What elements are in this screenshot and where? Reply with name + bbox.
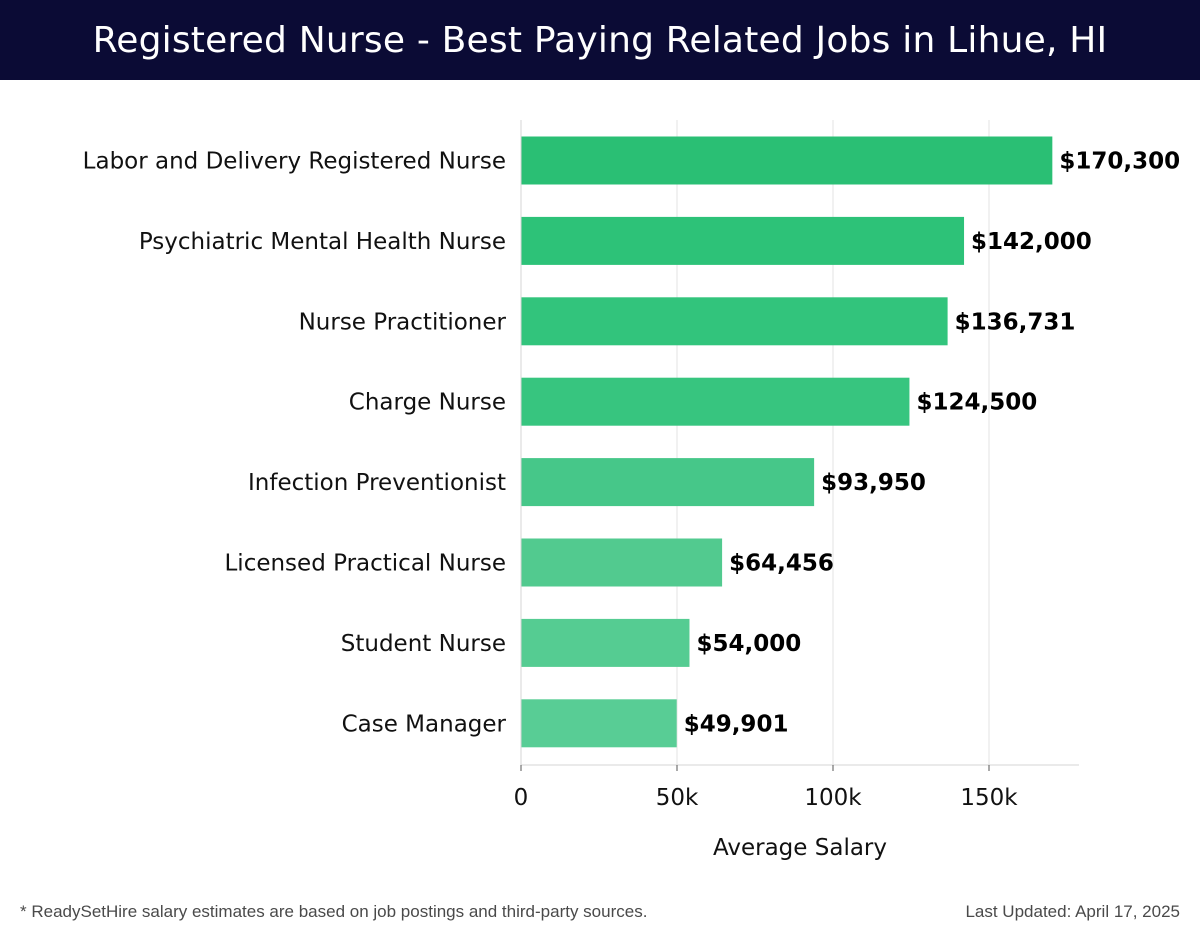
bar-6 (521, 538, 723, 587)
footer-disclaimer: * ReadySetHire salary estimates are base… (20, 902, 648, 921)
value-label-8: $49,901 (684, 711, 789, 737)
value-label-1: $170,300 (1059, 149, 1180, 175)
bar-3 (521, 297, 948, 346)
value-label-6: $64,456 (729, 551, 834, 577)
category-label-6: Licensed Practical Nurse (224, 551, 506, 577)
value-label-4: $124,500 (916, 390, 1037, 416)
category-label-2: Psychiatric Mental Health Nurse (139, 229, 506, 255)
x-tick-label-0: 0 (514, 785, 529, 811)
category-label-4: Charge Nurse (349, 390, 506, 416)
category-label-7: Student Nurse (341, 631, 506, 657)
value-label-3: $136,731 (955, 309, 1076, 335)
x-tick-label-1: 50k (656, 785, 699, 811)
x-tick-label-3: 150k (960, 785, 1018, 811)
salary-bar-chart: Labor and Delivery Registered Nurse $170,… (83, 120, 1180, 861)
value-label-2: $142,000 (971, 229, 1092, 255)
bar-8 (521, 699, 677, 748)
bar-4 (521, 377, 910, 426)
category-label-1: Labor and Delivery Registered Nurse (83, 149, 506, 175)
footer-last-updated: Last Updated: April 17, 2025 (965, 902, 1180, 921)
category-label-8: Case Manager (342, 711, 507, 737)
category-label-5: Infection Preventionist (248, 470, 506, 496)
bar-1 (521, 136, 1053, 185)
value-label-5: $93,950 (821, 470, 926, 496)
header-bar: Registered Nurse - Best Paying Related J… (0, 0, 1200, 80)
bar-5 (521, 458, 815, 507)
bar-7 (521, 618, 690, 667)
page-title: Registered Nurse - Best Paying Related J… (92, 19, 1108, 61)
x-axis-title: Average Salary (713, 835, 887, 861)
bar-2 (521, 216, 965, 265)
value-label-7: $54,000 (696, 631, 801, 657)
x-tick-label-2: 100k (804, 785, 862, 811)
category-label-3: Nurse Practitioner (299, 309, 507, 335)
